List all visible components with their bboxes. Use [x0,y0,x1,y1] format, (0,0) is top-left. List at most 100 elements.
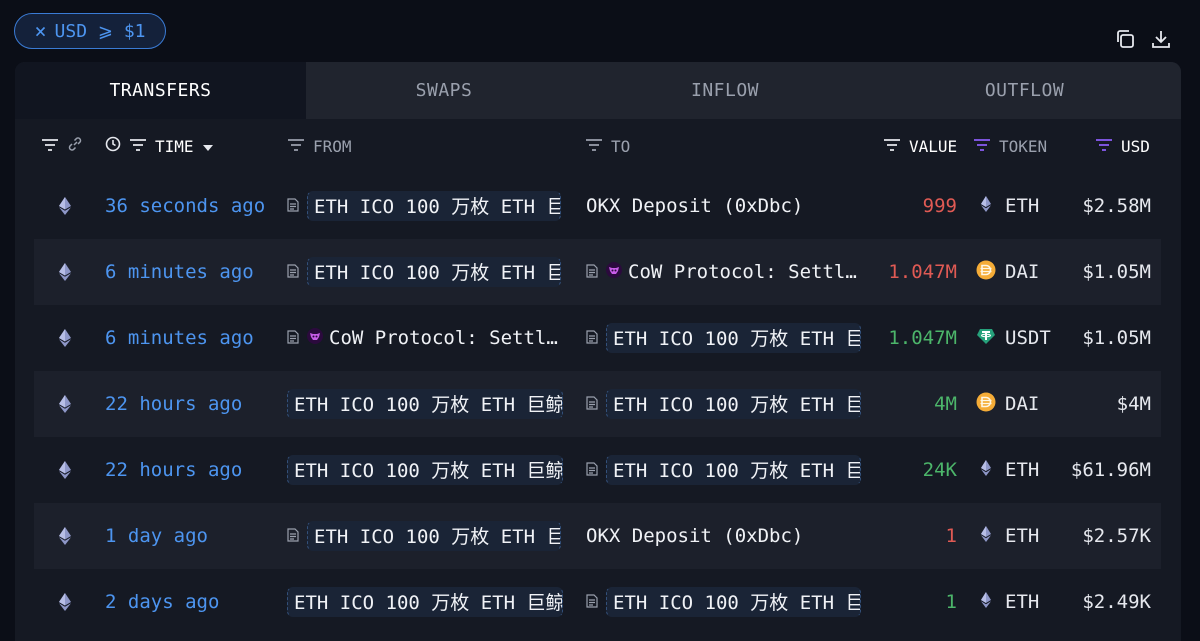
clock-icon [105,136,121,156]
eth-token-icon [976,524,996,549]
eth-chain-icon [59,503,71,569]
tab-bar: TRANSFERS SWAPS INFLOW OUTFLOW [15,62,1181,119]
entity-label[interactable]: ETH ICO 100 万枚 ETH 巨鲸 [307,191,561,221]
value-column-header[interactable]: VALUE [909,136,958,156]
copy-icon[interactable] [1114,28,1136,50]
time-link[interactable]: 22 hours ago [105,393,243,415]
usd-filter-icon[interactable] [1095,137,1113,156]
entity-label[interactable]: OKX Deposit (0xDbc) [586,525,804,547]
token-symbol[interactable]: USDT [1005,327,1051,349]
eth-chain-icon [59,173,71,239]
entity-label[interactable]: ETH ICO 100 万枚 ETH 巨鲸 [606,389,861,419]
time-link[interactable]: 6 minutes ago [105,327,254,349]
eth-chain-icon [59,437,71,503]
from-cell: ETH ICO 100 万枚 ETH 巨鲸 [287,239,583,305]
contract-doc-icon [586,459,606,481]
entity-label[interactable]: ETH ICO 100 万枚 ETH 巨鲸 [606,455,861,485]
filter-icon[interactable] [41,137,59,156]
contract-doc-icon [586,591,606,613]
entity-label[interactable]: ETH ICO 100 万枚 ETH 巨鲸 [287,587,563,617]
entity-label[interactable]: ETH ICO 100 万枚 ETH 巨鲸 [606,323,861,353]
entity-label[interactable]: ETH ICO 100 万枚 ETH 巨鲸 [307,521,561,551]
link-icon[interactable] [67,136,83,156]
transfers-panel: TRANSFERS SWAPS INFLOW OUTFLOW TIME FROM… [15,62,1181,641]
cow-protocol-icon [307,327,329,349]
time-filter-icon[interactable] [129,137,147,156]
token-filter-icon[interactable] [973,137,991,156]
filter-label: USD ⩾ $1 [54,20,146,42]
time-link[interactable]: 1 day ago [105,525,208,547]
contract-doc-icon [287,525,307,547]
entity-label[interactable]: ETH ICO 100 万枚 ETH 巨鲸 [287,389,563,419]
token-symbol[interactable]: ETH [1005,195,1040,217]
table-row[interactable]: 6 minutes ago ETH ICO 100 万枚 ETH 巨鲸 CoW Pr… [34,239,1161,305]
time-link[interactable]: 36 seconds ago [105,195,266,217]
token-symbol[interactable]: ETH [1005,525,1040,547]
to-cell: ETH ICO 100 万枚 ETH 巨鲸 [586,305,883,371]
token-symbol[interactable]: DAI [1005,393,1040,415]
eth-chain-icon [59,305,71,371]
token-symbol[interactable]: DAI [1005,261,1040,283]
table-row[interactable]: 6 minutes ago CoW Protocol: Settlement ETH… [34,305,1161,371]
time-link[interactable]: 22 hours ago [105,459,243,481]
top-bar: × USD ⩾ $1 [0,0,1200,62]
value-cell: 1 [945,525,957,547]
tab-swaps[interactable]: SWAPS [306,62,582,119]
from-cell: ETH ICO 100 万枚 ETH 巨鲸 [287,503,583,569]
usd-cell: $1.05M [1082,327,1151,349]
contract-doc-icon [287,261,307,283]
time-column-header[interactable]: TIME [155,136,194,156]
contract-doc-icon [586,393,606,415]
contract-doc-icon [586,327,606,349]
usd-cell: $2.49K [1082,591,1151,613]
to-cell: ETH ICO 100 万枚 ETH 巨鲸 [586,437,883,503]
eth-token-icon [976,458,996,483]
time-link[interactable]: 2 days ago [105,591,220,613]
to-cell: ETH ICO 100 万枚 ETH 巨鲸 [586,569,883,635]
from-cell: ETH ICO 100 万枚 ETH 巨鲸 [287,569,583,635]
contract-doc-icon [586,261,606,283]
usd-filter-chip[interactable]: × USD ⩾ $1 [14,13,166,49]
to-column-header: TO [611,136,631,156]
table-row[interactable]: 22 hours ago ETH ICO 100 万枚 ETH 巨鲸 ETH ICO… [34,437,1161,503]
tab-transfers[interactable]: TRANSFERS [15,62,306,119]
eth-token-icon [976,590,996,615]
entity-label[interactable]: ETH ICO 100 万枚 ETH 巨鲸 [606,587,861,617]
eth-token-icon [976,194,996,219]
download-icon[interactable] [1150,28,1172,50]
from-cell: ETH ICO 100 万枚 ETH 巨鲸 [287,437,583,503]
table-row[interactable]: 36 seconds ago ETH ICO 100 万枚 ETH 巨鲸 OKX D… [34,173,1161,239]
table-row[interactable]: 1 day ago ETH ICO 100 万枚 ETH 巨鲸 OKX Deposi… [34,503,1161,569]
table-header: TIME FROM TO VALUE TOKEN USD [15,119,1181,173]
entity-label[interactable]: CoW Protocol: Settlement [628,261,861,283]
cow-protocol-icon [606,261,628,283]
entity-label[interactable]: ETH ICO 100 万枚 ETH 巨鲸 [287,455,563,485]
usd-cell: $61.96M [1070,459,1151,481]
usd-cell: $2.58M [1082,195,1151,217]
value-cell: 1 [945,591,957,613]
tab-inflow[interactable]: INFLOW [582,62,868,119]
table-row[interactable]: 2 days ago ETH ICO 100 万枚 ETH 巨鲸 ETH ICO 1… [34,569,1161,635]
entity-label[interactable]: CoW Protocol: Settlement [329,327,561,349]
remove-filter-icon[interactable]: × [34,19,47,43]
token-column-header: TOKEN [999,136,1048,156]
table-row[interactable]: 22 hours ago ETH ICO 100 万枚 ETH 巨鲸 ETH ICO… [34,371,1161,437]
eth-chain-icon [59,569,71,635]
token-symbol[interactable]: ETH [1005,591,1040,613]
value-cell: 4M [934,393,957,415]
entity-label[interactable]: OKX Deposit (0xDbc) [586,195,804,217]
entity-label[interactable]: ETH ICO 100 万枚 ETH 巨鲸 [307,257,561,287]
to-filter-icon[interactable] [585,137,603,156]
time-link[interactable]: 6 minutes ago [105,261,254,283]
value-filter-icon[interactable] [883,137,901,156]
sort-desc-icon[interactable] [202,137,214,156]
from-cell: ETH ICO 100 万枚 ETH 巨鲸 [287,173,583,239]
from-filter-icon[interactable] [287,137,305,156]
from-column-header: FROM [313,136,352,156]
tab-outflow[interactable]: OUTFLOW [868,62,1181,119]
usdt-token-icon [976,326,996,351]
token-symbol[interactable]: ETH [1005,459,1040,481]
dai-token-icon [976,392,996,417]
usd-column-header: USD [1121,136,1150,156]
usd-cell: $2.57K [1082,525,1151,547]
